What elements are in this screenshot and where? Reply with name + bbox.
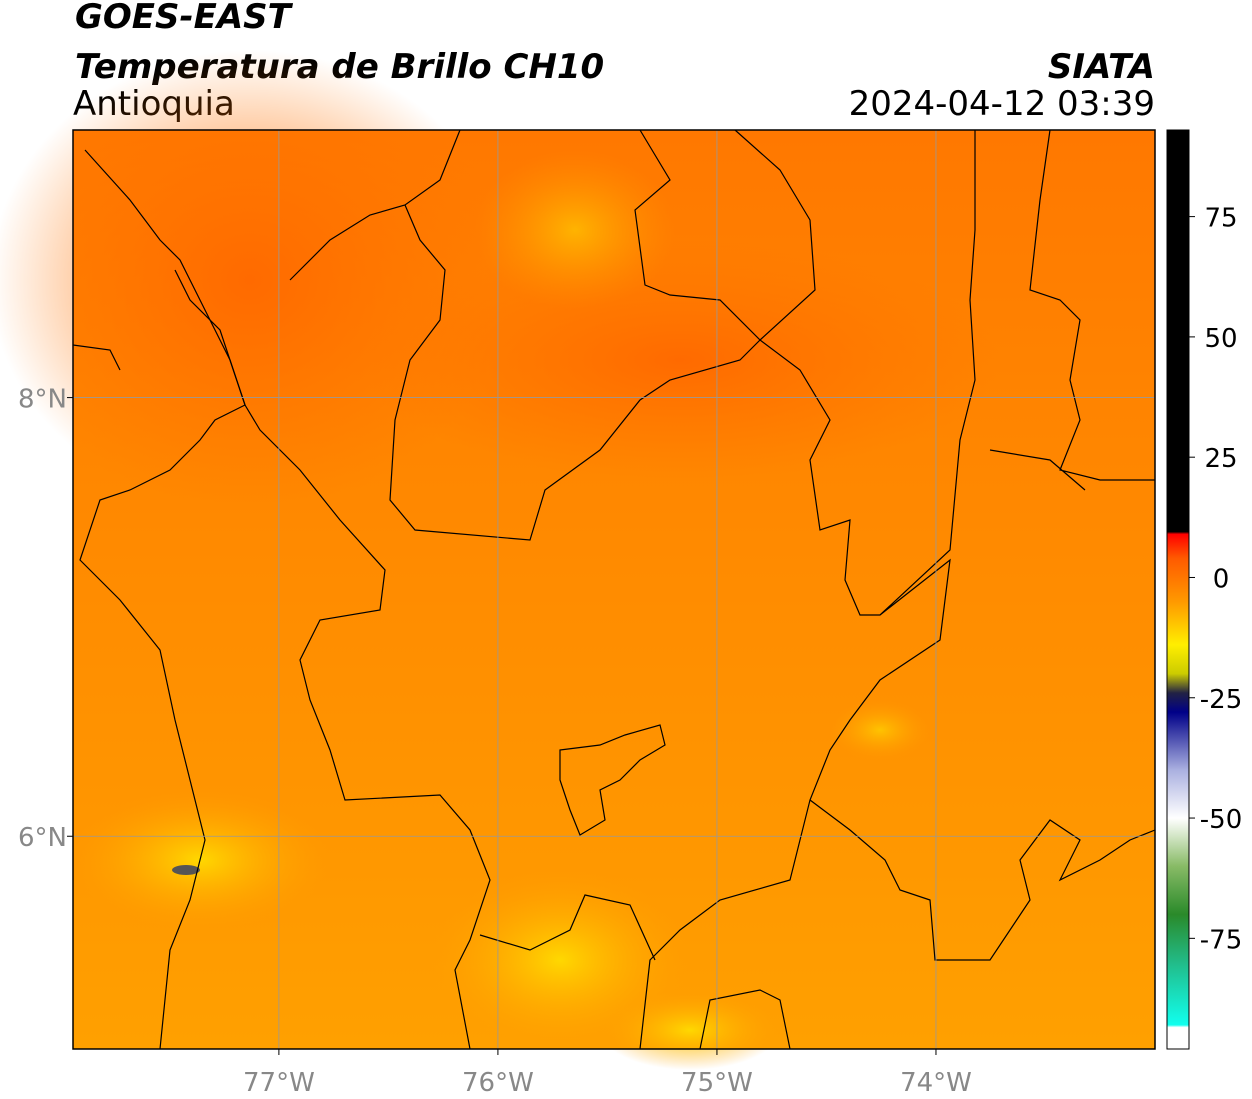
border [479, 724, 791, 1050]
datetime: 2024-04-12 03:39 [849, 84, 1155, 124]
field [172, 865, 200, 875]
y-tick-label: 8°N [18, 385, 67, 415]
colorbar-tick-label: 25 [1204, 444, 1237, 474]
colorbar-tick-label: 50 [1204, 324, 1237, 354]
title: GOES-EAST [75, 0, 294, 37]
colorbar [1166, 129, 1190, 1050]
colorbar-tick-label: -25 [1200, 685, 1242, 715]
map [0, 50, 1156, 1070]
x-tick-label: 77°W [243, 1068, 315, 1098]
field [475, 150, 675, 310]
field [0, 50, 510, 510]
colorbar-tick-label: -75 [1200, 925, 1242, 955]
border [72, 149, 246, 1050]
field [830, 700, 930, 760]
x-tick-label: 75°W [681, 1068, 753, 1098]
border [809, 129, 1156, 961]
border [639, 129, 976, 1050]
x-tick-label: 76°W [462, 1068, 534, 1098]
colorbar-tick-label: 0 [1213, 564, 1230, 594]
border [174, 269, 491, 1050]
border [289, 129, 761, 541]
field [600, 990, 780, 1070]
x-tick-label: 74°W [900, 1068, 972, 1098]
source: SIATA [1048, 47, 1155, 87]
y-tick-label: 6°N [18, 823, 67, 853]
field [360, 240, 1000, 480]
map-frame [72, 129, 1156, 1050]
colorbar-tick-label: 75 [1204, 204, 1237, 234]
colorbar-tick-label: -50 [1200, 805, 1242, 835]
